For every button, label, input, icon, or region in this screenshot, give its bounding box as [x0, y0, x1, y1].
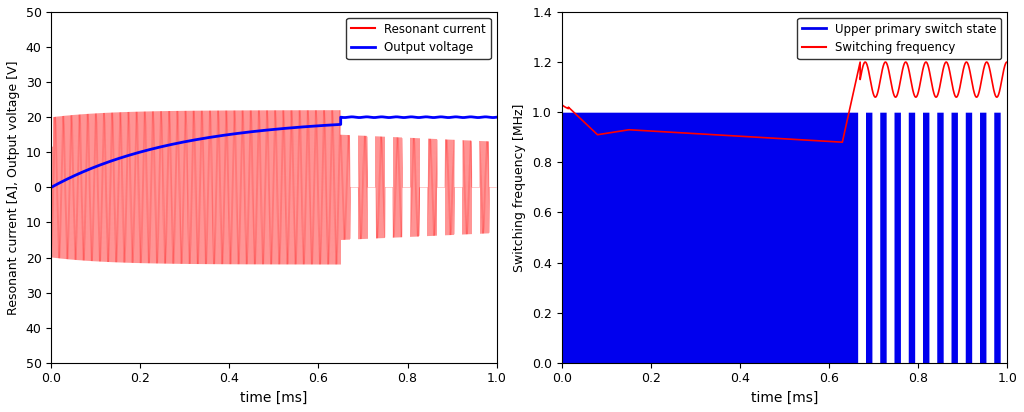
Legend: Upper primary switch state, Switching frequency: Upper primary switch state, Switching fr…: [798, 18, 1001, 59]
X-axis label: time [ms]: time [ms]: [751, 391, 818, 405]
Legend: Resonant current, Output voltage: Resonant current, Output voltage: [346, 18, 490, 59]
Y-axis label: Switching frequency [MHz]: Switching frequency [MHz]: [513, 103, 526, 272]
Y-axis label: Resonant current [A], Output voltage [V]: Resonant current [A], Output voltage [V]: [7, 60, 19, 315]
X-axis label: time [ms]: time [ms]: [241, 391, 307, 405]
